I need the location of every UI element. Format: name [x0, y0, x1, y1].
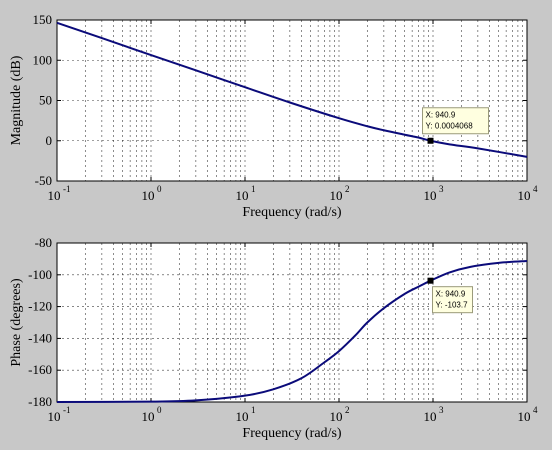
- magnitude-ylabel: Magnitude (dB): [9, 55, 24, 145]
- phase-xtick-base: 10: [48, 409, 61, 424]
- phase-ytick-label: -120: [28, 299, 52, 314]
- magnitude-xtick-label: 10 -1: [48, 184, 71, 203]
- phase-xtick-base: 10: [236, 409, 249, 424]
- phase-datatip-x: X: 940.9: [436, 290, 466, 299]
- magnitude-datatip-y: Y: 0.0004068: [426, 122, 474, 131]
- magnitude-xtick-base: 10: [424, 188, 437, 203]
- magnitude-xtick-base: 10: [48, 188, 61, 203]
- magnitude-xtick-base: 10: [142, 188, 155, 203]
- phase-xtick-base: 10: [330, 409, 343, 424]
- phase-datatip: X: 940.9 Y: -103.7: [432, 286, 474, 314]
- magnitude-xtick-label: 10 2: [330, 184, 350, 203]
- phase-xtick-base: 10: [142, 409, 155, 424]
- phase-xtick-label: 10 3: [424, 405, 445, 424]
- magnitude-xtick-label: 10 3: [424, 184, 445, 203]
- phase-xtick-label: 10 2: [330, 405, 350, 424]
- magnitude-xtick-exponent: -1: [63, 184, 71, 194]
- magnitude-xtick-label: 10 0: [142, 184, 163, 203]
- magnitude-datatip-x: X: 940.9: [426, 111, 456, 120]
- phase-series-line: [56, 259, 528, 403]
- magnitude-xtick-label: 10 1: [236, 184, 256, 203]
- magnitude-ytick-label: 100: [33, 52, 53, 67]
- phase-xtick-exponent: -1: [63, 405, 71, 415]
- phase-xtick-base: 10: [424, 409, 437, 424]
- phase-ytick-label: -160: [28, 362, 52, 377]
- magnitude-series-line: [56, 21, 528, 158]
- magnitude-ytick-label: 0: [46, 133, 53, 148]
- phase-xtick-label: 10 1: [236, 405, 256, 424]
- phase-ytick-label: -80: [35, 235, 52, 250]
- phase-xtick-label: 10 4: [518, 405, 539, 424]
- magnitude-xtick-base: 10: [330, 188, 343, 203]
- phase-xtick-base: 10: [518, 409, 531, 424]
- phase-xtick-label: 10 0: [142, 405, 163, 424]
- magnitude-ytick-label: -50: [35, 173, 52, 188]
- phase-xtick-label: 10 -1: [48, 405, 71, 424]
- magnitude-ytick-label: 50: [39, 93, 52, 108]
- magnitude-datatip-box: [422, 107, 490, 135]
- phase-datatip-marker: [427, 277, 434, 284]
- phase-datatip-box: [432, 286, 474, 314]
- phase-plot-area: [56, 242, 528, 403]
- magnitude-datatip: X: 940.9 Y: 0.0004068: [422, 107, 490, 135]
- magnitude-xtick-exponent: 4: [533, 184, 538, 194]
- phase-ylabel: Phase (degrees): [9, 278, 24, 367]
- phase-xtick-exponent: 1: [251, 405, 256, 415]
- phase-xtick-exponent: 3: [439, 405, 444, 415]
- magnitude-xtick-label: 10 4: [518, 184, 539, 203]
- magnitude-xtick-exponent: 3: [439, 184, 444, 194]
- phase-ytick-label: -140: [28, 330, 52, 345]
- phase-ytick-label: -100: [28, 267, 52, 282]
- magnitude-xtick-exponent: 2: [345, 184, 350, 194]
- phase-xtick-exponent: 0: [157, 405, 162, 415]
- magnitude-xtick-exponent: 0: [157, 184, 162, 194]
- magnitude-ytick-label: 150: [33, 12, 53, 27]
- phase-xtick-exponent: 4: [533, 405, 538, 415]
- phase-xtick-exponent: 2: [345, 405, 350, 415]
- magnitude-xlabel: Frequency (rad/s): [242, 205, 341, 220]
- phase-datatip-y: Y: -103.7: [436, 301, 469, 310]
- phase-ytick-label: -180: [28, 394, 52, 409]
- magnitude-xtick-base: 10: [518, 188, 531, 203]
- phase-xlabel: Frequency (rad/s): [242, 426, 341, 441]
- magnitude-xtick-exponent: 1: [251, 184, 256, 194]
- magnitude-datatip-marker: [427, 137, 434, 144]
- magnitude-xtick-base: 10: [236, 188, 249, 203]
